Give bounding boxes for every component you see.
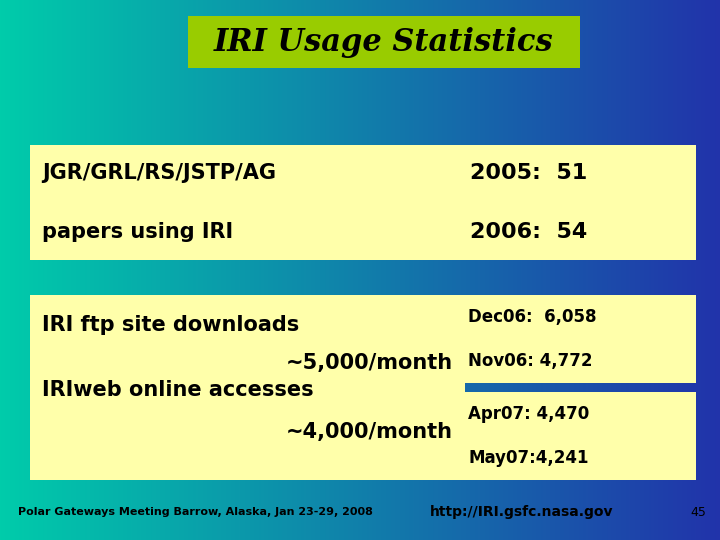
Text: Polar Gateways Meeting Barrow, Alaska, Jan 23-29, 2008: Polar Gateways Meeting Barrow, Alaska, J… <box>18 507 373 517</box>
Text: http://IRI.gsfc.nasa.gov: http://IRI.gsfc.nasa.gov <box>430 505 613 519</box>
Text: IRI ftp site downloads: IRI ftp site downloads <box>42 315 300 335</box>
Text: Dec06:  6,058: Dec06: 6,058 <box>468 308 596 326</box>
Text: 2005:  51: 2005: 51 <box>470 163 588 183</box>
FancyBboxPatch shape <box>30 145 465 260</box>
Text: IRIweb online accesses: IRIweb online accesses <box>42 380 314 400</box>
Text: 45: 45 <box>690 505 706 518</box>
Text: Nov06: 4,772: Nov06: 4,772 <box>468 352 593 370</box>
Text: Apr07: 4,470: Apr07: 4,470 <box>468 405 589 423</box>
Text: IRI Usage Statistics: IRI Usage Statistics <box>214 26 554 57</box>
Text: May07:4,241: May07:4,241 <box>468 449 588 467</box>
FancyBboxPatch shape <box>458 295 696 383</box>
FancyBboxPatch shape <box>458 145 696 260</box>
FancyBboxPatch shape <box>458 392 696 480</box>
Text: ~4,000/month: ~4,000/month <box>286 422 453 442</box>
FancyBboxPatch shape <box>188 16 580 68</box>
Text: papers using IRI: papers using IRI <box>42 222 233 242</box>
FancyBboxPatch shape <box>30 295 465 480</box>
Text: ~5,000/month: ~5,000/month <box>286 353 453 373</box>
Text: 2006:  54: 2006: 54 <box>470 222 588 242</box>
Text: JGR/GRL/RS/JSTP/AG: JGR/GRL/RS/JSTP/AG <box>42 163 276 183</box>
